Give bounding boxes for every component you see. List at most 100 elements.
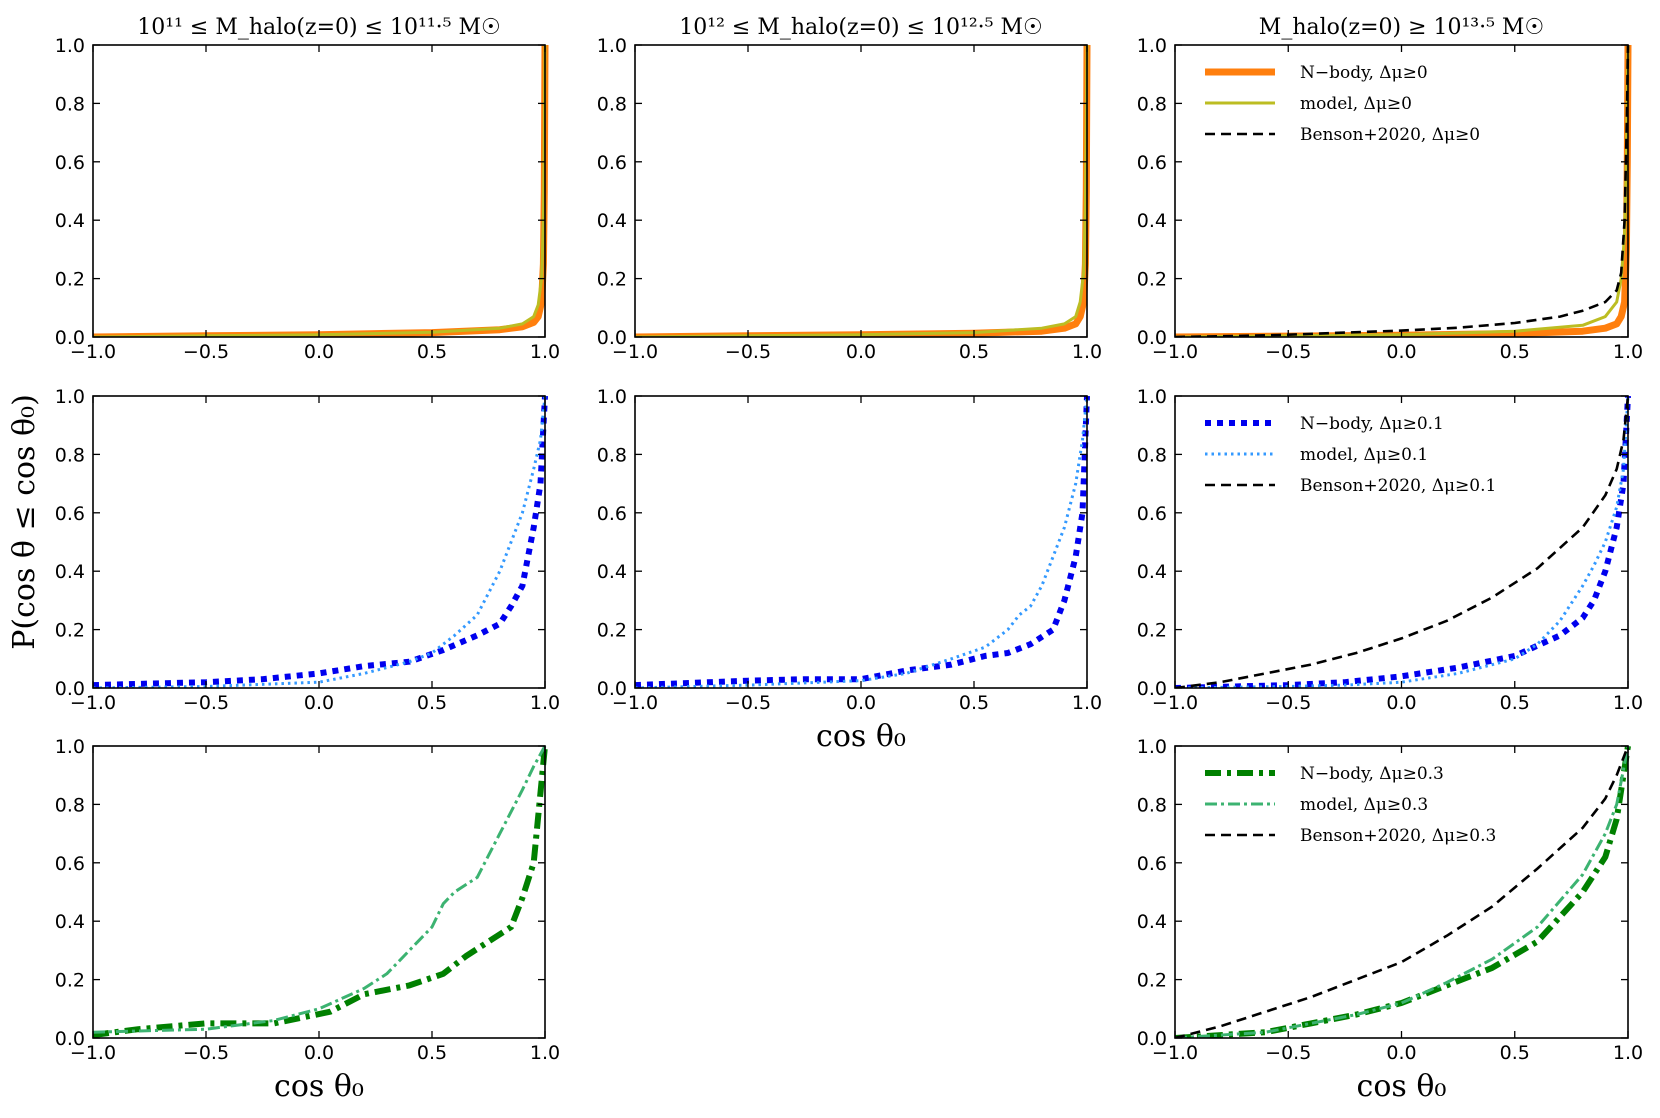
y-tick-label: 1.0 (55, 35, 85, 57)
y-tick-label: 0.0 (55, 327, 85, 349)
x-tick-label: 1.0 (530, 692, 560, 714)
y-tick-label: 0.2 (55, 269, 85, 291)
axes-frame (92, 44, 546, 338)
x-tick-label: 0.5 (959, 341, 989, 363)
y-tick-label: 0.6 (1137, 503, 1167, 525)
axes-frame (634, 395, 1088, 689)
x-axis-label: cos θ₀ (274, 1069, 364, 1104)
series-line (1175, 395, 1631, 688)
y-tick-label: 0.4 (1137, 210, 1167, 232)
y-tick-label: 1.0 (597, 386, 627, 408)
x-tick-label: 1.0 (1613, 692, 1643, 714)
legend-label: model, Δμ≥0 (1300, 94, 1412, 114)
x-tick-label: −0.5 (1265, 1042, 1311, 1064)
panel-r1c2: −1.0 −0.5 0.0 0.5 1.0 0.0 0.2 0.4 0.6 0.8 1.0 10¹² … (597, 15, 1102, 363)
series-line (1175, 745, 1630, 1038)
legend: N−body, Δμ≥0 model, Δμ≥0 Benson+2020, Δμ≥0 (1205, 63, 1480, 145)
y-tick-label: 0.8 (1137, 794, 1167, 816)
y-tick-label: 0.8 (55, 93, 85, 115)
y-tick-label: 0.4 (597, 210, 627, 232)
y-tick-label: 1.0 (1137, 736, 1167, 758)
x-tick-label: 0.5 (417, 1042, 447, 1064)
y-tick-label: 1.0 (1137, 35, 1167, 57)
panel-title: 10¹¹ ≤ M_halo(z=0) ≤ 10¹¹·⁵ M☉ (137, 15, 500, 40)
series-line (93, 395, 547, 688)
axes-frame (92, 745, 546, 1039)
x-tick-label: 1.0 (1072, 341, 1102, 363)
x-tick-label: 1.0 (1613, 341, 1643, 363)
x-tick-label: −0.5 (1265, 692, 1311, 714)
y-tick-label: 0.0 (55, 1028, 85, 1050)
x-tick-label: −1.0 (1152, 341, 1198, 363)
x-tick-label: 1.0 (530, 341, 560, 363)
x-tick-label: 0.0 (304, 1042, 334, 1064)
x-tick-label: 0.5 (417, 692, 447, 714)
y-tick-label: 0.2 (55, 970, 85, 992)
x-tick-label: 0.0 (846, 341, 876, 363)
y-tick-label: 0.0 (597, 327, 627, 349)
x-tick-label: 1.0 (1613, 1042, 1643, 1064)
y-tick-label: 0.4 (55, 561, 85, 583)
x-tick-label: 0.0 (1386, 341, 1416, 363)
y-tick-label: 1.0 (597, 35, 627, 57)
x-tick-label: 0.0 (846, 692, 876, 714)
panel-title: M_halo(z=0) ≥ 10¹³·⁵ M☉ (1259, 15, 1544, 40)
series-line (635, 44, 1089, 337)
y-tick-label: 1.0 (55, 386, 85, 408)
panel-r2c2: −1.0 −0.5 0.0 0.5 1.0 0.0 0.2 0.4 0.6 0.8 1.0 cos θ… (597, 386, 1102, 754)
series-line (1175, 395, 1630, 688)
legend-label: model, Δμ≥0.1 (1300, 445, 1428, 465)
legend: N−body, Δμ≥0.3 model, Δμ≥0.3 Benson+2020, … (1205, 764, 1496, 846)
y-tick-label: 0.2 (1137, 620, 1167, 642)
series-line (93, 745, 548, 1038)
panel-r3c3: −1.0 −0.5 0.0 0.5 1.0 0.0 0.2 0.4 0.6 0.8 1.0 cos θ… (1137, 736, 1643, 1104)
x-axis-label: cos θ₀ (816, 719, 906, 754)
panel-r3c1: −1.0 −0.5 0.0 0.5 1.0 0.0 0.2 0.4 0.6 0.8 1.0 cos θ… (55, 736, 560, 1104)
panel-r1c3: −1.0 −0.5 0.0 0.5 1.0 0.0 0.2 0.4 0.6 0.8 1.0 M_hal… (1137, 15, 1643, 363)
x-tick-label: 0.0 (304, 341, 334, 363)
y-tick-label: 0.4 (55, 210, 85, 232)
y-tick-label: 1.0 (1137, 386, 1167, 408)
x-tick-label: −0.5 (183, 692, 229, 714)
series-line (93, 44, 547, 337)
series-line (1175, 395, 1630, 688)
x-tick-label: −1.0 (70, 341, 116, 363)
panel-r1c1: −1.0 −0.5 0.0 0.5 1.0 0.0 0.2 0.4 0.6 0.8 1.0 10¹¹ … (55, 15, 560, 363)
x-tick-label: 0.5 (959, 692, 989, 714)
x-tick-label: 0.5 (1500, 341, 1530, 363)
x-tick-label: −1.0 (70, 1042, 116, 1064)
y-tick-label: 0.8 (597, 444, 627, 466)
figure-ylabel: P(cos θ ≤ cos θ₀) (7, 394, 42, 650)
y-tick-label: 0.2 (597, 269, 627, 291)
axes-frame (1174, 745, 1629, 1039)
y-tick-label: 0.6 (55, 152, 85, 174)
x-tick-label: −0.5 (725, 341, 771, 363)
y-tick-label: 0.4 (1137, 911, 1167, 933)
y-tick-label: 0.6 (1137, 152, 1167, 174)
x-tick-label: 0.0 (1386, 692, 1416, 714)
legend-label: N−body, Δμ≥0 (1300, 63, 1428, 83)
y-tick-label: 0.0 (1137, 1028, 1167, 1050)
y-tick-label: 0.8 (1137, 93, 1167, 115)
x-tick-label: −1.0 (70, 692, 116, 714)
series-line (93, 395, 548, 688)
series-line (1175, 44, 1632, 337)
x-tick-label: 0.0 (304, 692, 334, 714)
y-tick-label: 0.2 (1137, 269, 1167, 291)
axes-frame (634, 44, 1088, 338)
y-tick-label: 0.6 (597, 152, 627, 174)
panel-r2c1: −1.0 −0.5 0.0 0.5 1.0 0.0 0.2 0.4 0.6 0.8 1.0 (55, 386, 560, 714)
y-tick-label: 0.2 (597, 620, 627, 642)
x-tick-label: −1.0 (612, 341, 658, 363)
y-tick-label: 0.2 (1137, 970, 1167, 992)
y-tick-label: 0.0 (55, 678, 85, 700)
x-tick-label: 1.0 (1072, 692, 1102, 714)
x-tick-label: 0.0 (1386, 1042, 1416, 1064)
series-line (1175, 44, 1630, 337)
legend-label: N−body, Δμ≥0.1 (1300, 414, 1444, 434)
x-tick-label: −0.5 (183, 341, 229, 363)
y-tick-label: 0.4 (55, 911, 85, 933)
axes-frame (1174, 44, 1629, 338)
x-tick-label: 0.5 (417, 341, 447, 363)
